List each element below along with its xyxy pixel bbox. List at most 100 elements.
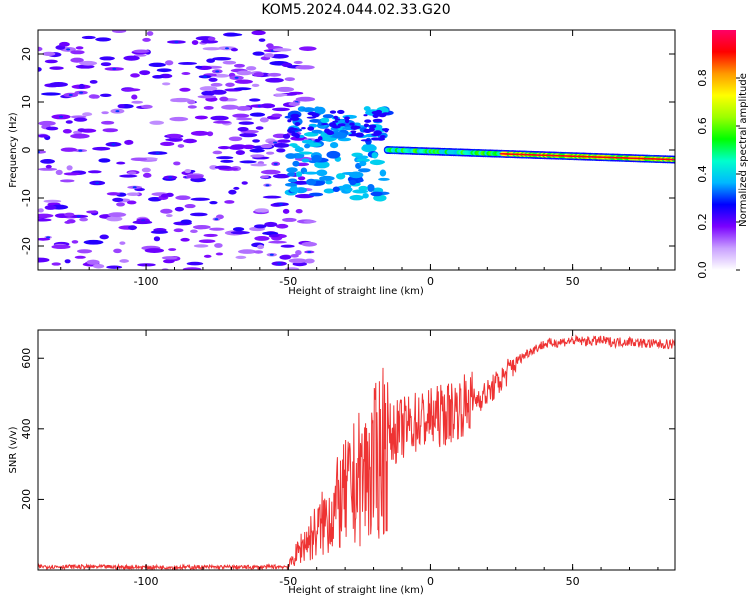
- heatmap-cell: [203, 75, 208, 78]
- heatmap-cell: [298, 151, 313, 155]
- heatmap-cell: [239, 160, 257, 164]
- heatmap-cell: [276, 223, 289, 229]
- heatmap-cell: [273, 143, 290, 148]
- heatmap-cell: [290, 113, 300, 119]
- heatmap-cell: [132, 220, 153, 225]
- heatmap-cell: [279, 254, 292, 260]
- heatmap-cell: [194, 115, 208, 120]
- heatmap-cell: [236, 105, 251, 111]
- heatmap-cell: [156, 68, 172, 73]
- spectrogram-xtick-label: -50: [279, 275, 297, 288]
- heatmap-cell: [38, 150, 47, 154]
- heatmap-cell: [288, 127, 295, 130]
- heatmap-cell: [304, 143, 311, 149]
- heatmap-cell: [139, 70, 151, 76]
- heatmap-cell: [295, 96, 316, 102]
- heatmap-cell: [249, 148, 265, 153]
- heatmap-cell: [255, 126, 264, 130]
- heatmap-cell: [314, 160, 330, 169]
- heatmap-cell: [160, 193, 169, 198]
- heatmap-cell: [190, 130, 210, 136]
- heatmap-cell: [234, 79, 253, 84]
- heatmap-cell: [367, 184, 375, 192]
- heatmap-cell: [95, 181, 100, 184]
- heatmap-cell: [333, 115, 339, 119]
- heatmap-cell: [40, 159, 55, 164]
- heatmap-cell: [284, 77, 296, 82]
- heatmap-cell: [271, 113, 283, 118]
- colorbar-ticks: 0.0 0.2 0.4 0.6 0.8: [696, 69, 740, 279]
- heatmap-cell: [112, 67, 117, 70]
- heatmap-cell: [38, 218, 52, 222]
- heatmap-cell: [173, 228, 184, 233]
- heatmap-cell: [316, 169, 328, 177]
- heatmap-cell: [234, 76, 239, 79]
- heatmap-cell: [358, 168, 371, 173]
- heatmap-cell: [70, 50, 85, 55]
- heatmap-cell: [181, 72, 191, 75]
- colorbar-tick-label: 0.2: [696, 213, 709, 231]
- heatmap-cell: [232, 227, 245, 232]
- heatmap-cell: [292, 160, 300, 167]
- heatmap-cell: [168, 176, 173, 179]
- heatmap-cell: [268, 240, 287, 244]
- heatmap-cell: [199, 86, 218, 92]
- spectrogram-cells: [38, 30, 675, 270]
- heatmap-cell: [160, 141, 175, 147]
- heatmap-cell: [131, 100, 144, 104]
- heatmap-cell: [75, 64, 95, 69]
- heatmap-cell: [325, 180, 333, 185]
- heatmap-cell: [130, 157, 148, 161]
- heatmap-cell: [180, 219, 192, 224]
- heatmap-cell: [311, 129, 323, 134]
- heatmap-cell: [192, 225, 211, 230]
- heatmap-cell: [233, 63, 245, 68]
- heatmap-cell: [289, 117, 300, 121]
- heatmap-cell: [182, 267, 202, 270]
- heatmap-cell: [141, 104, 153, 109]
- heatmap-cell: [127, 171, 137, 175]
- heatmap-cell: [200, 39, 219, 44]
- heatmap-cell: [379, 169, 387, 177]
- heatmap-cell: [38, 208, 44, 213]
- heatmap-cell: [308, 192, 324, 197]
- heatmap-cell: [225, 82, 235, 87]
- heatmap-cell: [117, 104, 125, 109]
- heatmap-cell: [126, 200, 137, 205]
- heatmap-cell: [209, 165, 218, 170]
- heatmap-cell: [288, 102, 300, 107]
- heatmap-cell: [258, 38, 266, 42]
- heatmap-cell: [224, 200, 235, 204]
- heatmap-cell: [63, 172, 81, 176]
- snr-ylabel: SNR (v/v): [8, 426, 19, 473]
- heatmap-cell: [216, 156, 234, 160]
- heatmap-cell: [297, 176, 306, 181]
- snr-xtick-label: -50: [279, 575, 297, 588]
- heatmap-cell: [291, 132, 299, 137]
- heatmap-cell: [77, 128, 86, 132]
- heatmap-cell: [77, 249, 93, 254]
- heatmap-cell: [228, 136, 243, 142]
- heatmap-cell: [38, 46, 43, 52]
- spectrogram-ytick-label: -20: [20, 237, 33, 255]
- heatmap-cell: [116, 202, 125, 207]
- heatmap-cell: [38, 151, 41, 154]
- heatmap-cell: [285, 153, 297, 159]
- heatmap-cell: [160, 208, 173, 214]
- heatmap-cell: [92, 263, 105, 269]
- heatmap-cell: [372, 113, 379, 118]
- heatmap-cell: [38, 213, 54, 218]
- heatmap-cell: [99, 234, 109, 240]
- heatmap-cell: [307, 126, 315, 131]
- heatmap-cell: [349, 179, 357, 186]
- heatmap-cell: [212, 120, 231, 124]
- heatmap-cell: [252, 51, 265, 56]
- heatmap-cell: [113, 248, 122, 254]
- heatmap-cell: [252, 139, 260, 143]
- heatmap-cell: [45, 164, 52, 169]
- heatmap-cell: [41, 92, 61, 96]
- heatmap-cell: [382, 112, 390, 115]
- heatmap-cell: [119, 259, 130, 263]
- heatmap-cell: [249, 112, 266, 117]
- heatmap-cell: [273, 141, 278, 144]
